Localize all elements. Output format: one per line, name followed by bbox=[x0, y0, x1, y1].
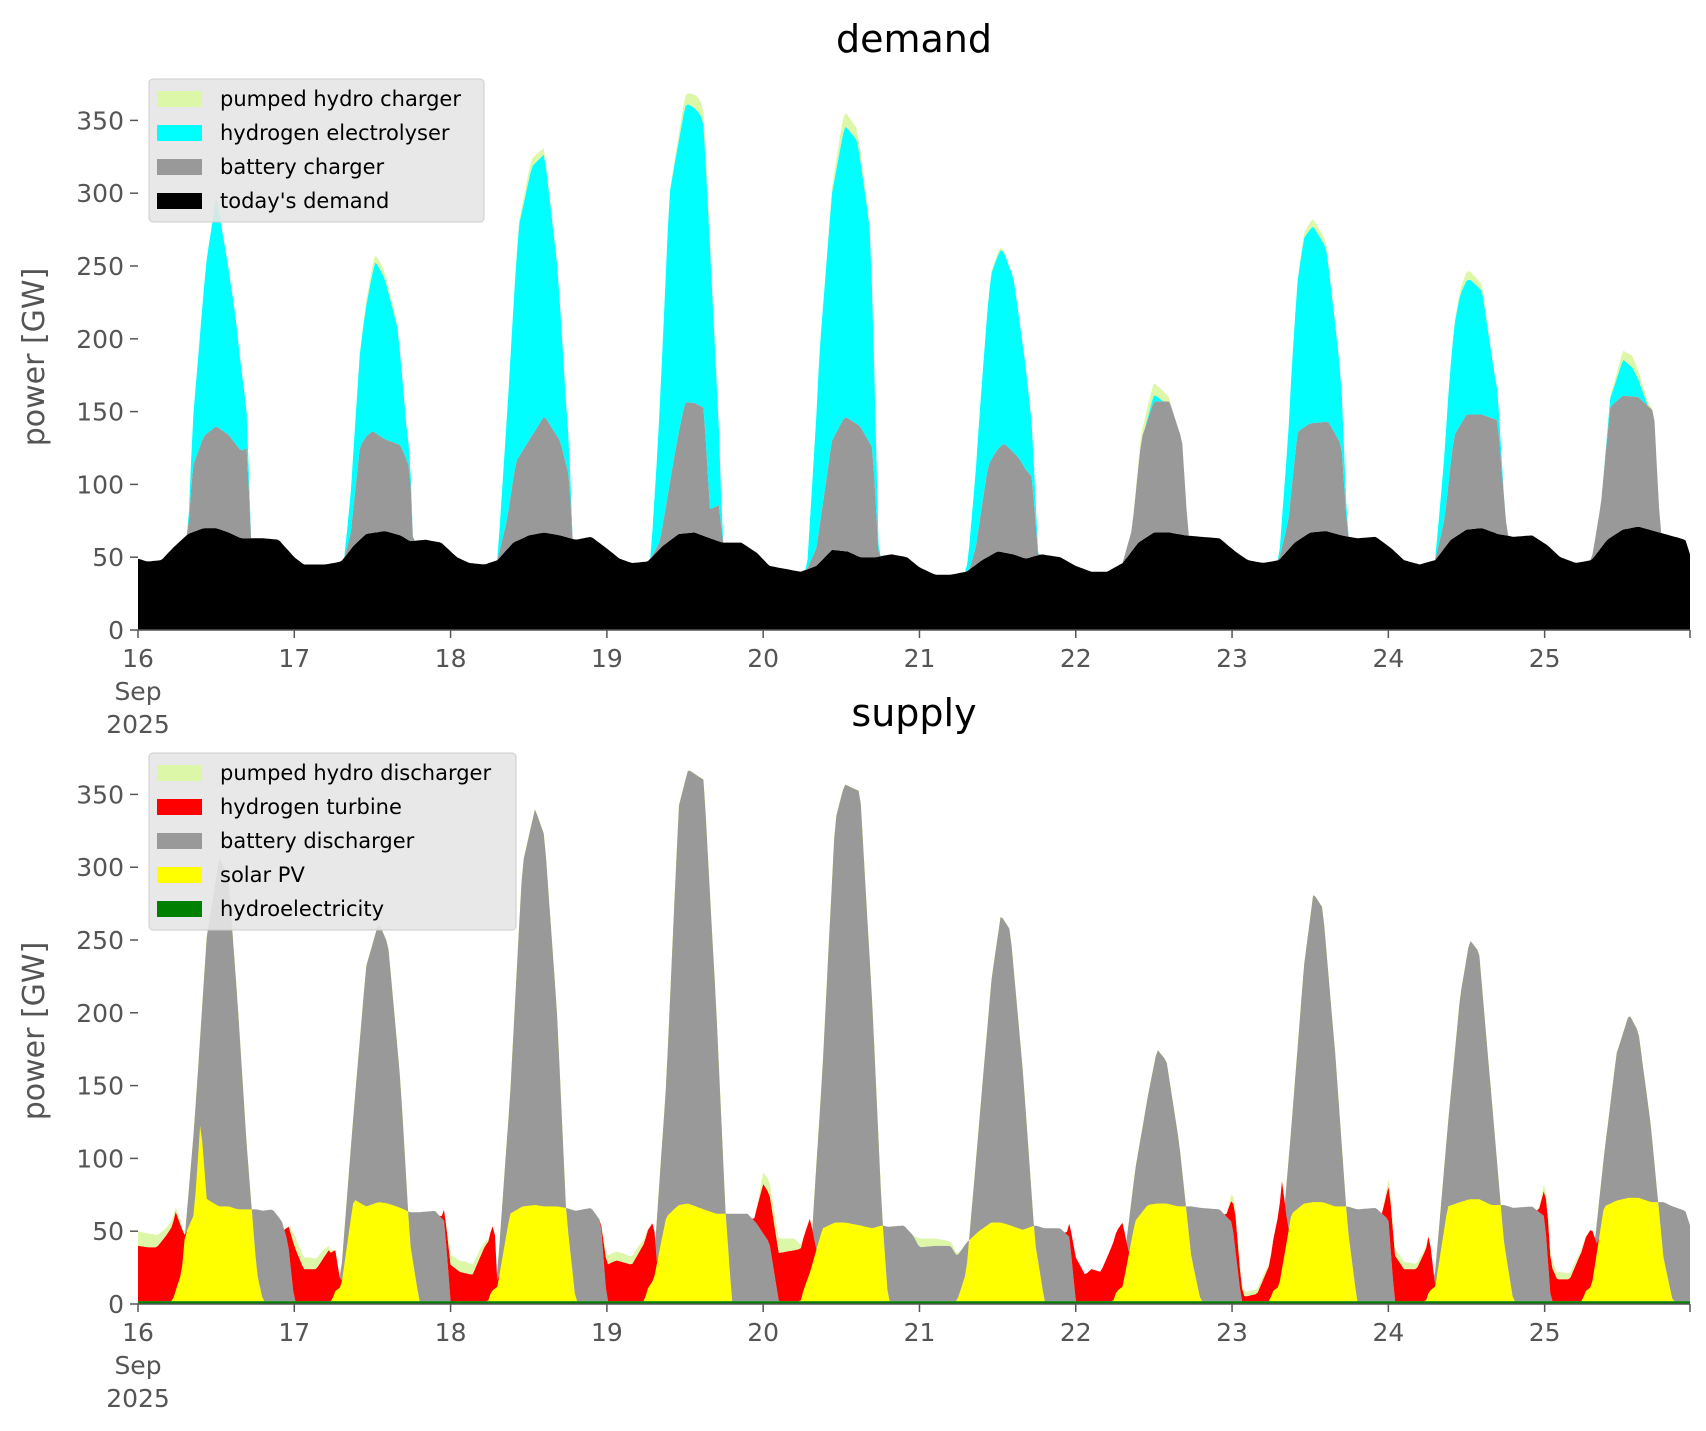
demand-legend-swatch-pumped-hydro-charger bbox=[157, 91, 202, 107]
demand-ytick-label: 100 bbox=[76, 470, 124, 499]
demand-xtick-label: 20 bbox=[747, 644, 779, 673]
supply-ytick-label: 250 bbox=[76, 926, 124, 955]
supply-legend-swatch-hydroelectricity bbox=[157, 901, 202, 917]
demand-xtick-label: 16 bbox=[122, 644, 154, 673]
supply-areas bbox=[138, 770, 1690, 1304]
supply-ytick-label: 350 bbox=[76, 780, 124, 809]
demand-ytick-label: 0 bbox=[108, 616, 124, 645]
demand-legend-label-pumped-hydro-charger: pumped hydro charger bbox=[220, 87, 461, 111]
demand-ytick-label: 300 bbox=[76, 179, 124, 208]
supply-ytick-label: 300 bbox=[76, 853, 124, 882]
supply-xtick-year: 2025 bbox=[106, 1384, 170, 1413]
supply-title: supply bbox=[851, 691, 976, 735]
supply-xtick-label: 24 bbox=[1372, 1318, 1404, 1347]
supply-area-battery-discharger bbox=[138, 770, 1690, 1302]
demand-title: demand bbox=[836, 17, 992, 61]
supply-ytick-label: 0 bbox=[108, 1290, 124, 1319]
supply-ylabel: power [GW] bbox=[17, 942, 52, 1121]
demand-area-hydrogen-electrolyser bbox=[138, 104, 1690, 575]
supply-ytick-label: 150 bbox=[76, 1072, 124, 1101]
supply-xtick-label: 19 bbox=[591, 1318, 623, 1347]
supply-legend-swatch-battery-discharger bbox=[157, 833, 202, 849]
demand-xtick-month: Sep bbox=[114, 677, 161, 706]
supply-legend-label-solar-pv: solar PV bbox=[220, 863, 305, 887]
demand-legend-swatch-hydrogen-electrolyser bbox=[157, 125, 202, 141]
demand-xtick-label: 23 bbox=[1216, 644, 1248, 673]
supply-ytick-label: 50 bbox=[92, 1217, 124, 1246]
supply-legend-swatch-hydrogen-turbine bbox=[157, 799, 202, 815]
demand-panel: demand power [GW] 0 50 100 150 200 250 300 350 16 S… bbox=[17, 17, 1691, 739]
supply-panel: supply power [GW] 0 50 100 150 200 250 300 350 16 S… bbox=[17, 691, 1691, 1413]
demand-ytick-label: 250 bbox=[76, 252, 124, 281]
supply-legend-label-battery-discharger: battery discharger bbox=[220, 829, 415, 853]
demand-legend-swatch-today-s-demand bbox=[157, 193, 202, 209]
supply-ytick-label: 200 bbox=[76, 999, 124, 1028]
demand-legend: pumped hydro charger hydrogen electrolyse… bbox=[148, 78, 485, 223]
supply-xtick-label: 16 bbox=[122, 1318, 154, 1347]
demand-xtick-label: 22 bbox=[1060, 644, 1092, 673]
supply-xtick-label: 23 bbox=[1216, 1318, 1248, 1347]
demand-ytick-label: 200 bbox=[76, 325, 124, 354]
demand-xtick-label: 25 bbox=[1529, 644, 1561, 673]
supply-xtick-month: Sep bbox=[114, 1351, 161, 1380]
demand-ytick-label: 50 bbox=[92, 543, 124, 572]
demand-ylabel: power [GW] bbox=[17, 268, 52, 447]
demand-ytick-label: 350 bbox=[76, 106, 124, 135]
demand-xtick-year: 2025 bbox=[106, 710, 170, 739]
supply-xtick-label: 17 bbox=[278, 1318, 310, 1347]
supply-xtick-label: 20 bbox=[747, 1318, 779, 1347]
supply-ytick-label: 100 bbox=[76, 1144, 124, 1173]
demand-ytick-label: 150 bbox=[76, 398, 124, 427]
supply-legend-label-pumped-hydro-discharger: pumped hydro discharger bbox=[220, 761, 491, 785]
demand-legend-box bbox=[148, 78, 485, 223]
demand-areas bbox=[138, 93, 1690, 630]
supply-legend-swatch-pumped-hydro-discharger bbox=[157, 765, 202, 781]
demand-xtick-label: 19 bbox=[591, 644, 623, 673]
demand-xtick-label: 17 bbox=[278, 644, 310, 673]
supply-xtick-label: 25 bbox=[1529, 1318, 1561, 1347]
demand-area-battery-charger bbox=[138, 395, 1690, 575]
supply-xtick-label: 22 bbox=[1060, 1318, 1092, 1347]
supply-legend-label-hydroelectricity: hydroelectricity bbox=[220, 897, 384, 921]
supply-legend: pumped hydro discharger hydrogen turbine b… bbox=[148, 752, 517, 931]
supply-legend-swatch-solar-pv bbox=[157, 867, 202, 883]
supply-xtick-label: 21 bbox=[904, 1318, 936, 1347]
demand-legend-label-today-s-demand: today's demand bbox=[220, 189, 389, 213]
supply-legend-label-hydrogen-turbine: hydrogen turbine bbox=[220, 795, 402, 819]
demand-legend-label-hydrogen-electrolyser: hydrogen electrolyser bbox=[220, 121, 450, 145]
supply-area-hydrogen-turbine bbox=[138, 1125, 1690, 1302]
demand-area-today-s-demand bbox=[138, 526, 1690, 630]
demand-xtick-label: 24 bbox=[1372, 644, 1404, 673]
supply-legend-box bbox=[148, 752, 517, 931]
demand-xtick-label: 21 bbox=[904, 644, 936, 673]
demand-xtick-label: 18 bbox=[435, 644, 467, 673]
demand-legend-swatch-battery-charger bbox=[157, 159, 202, 175]
supply-xtick-label: 18 bbox=[435, 1318, 467, 1347]
demand-legend-label-battery-charger: battery charger bbox=[220, 155, 385, 179]
